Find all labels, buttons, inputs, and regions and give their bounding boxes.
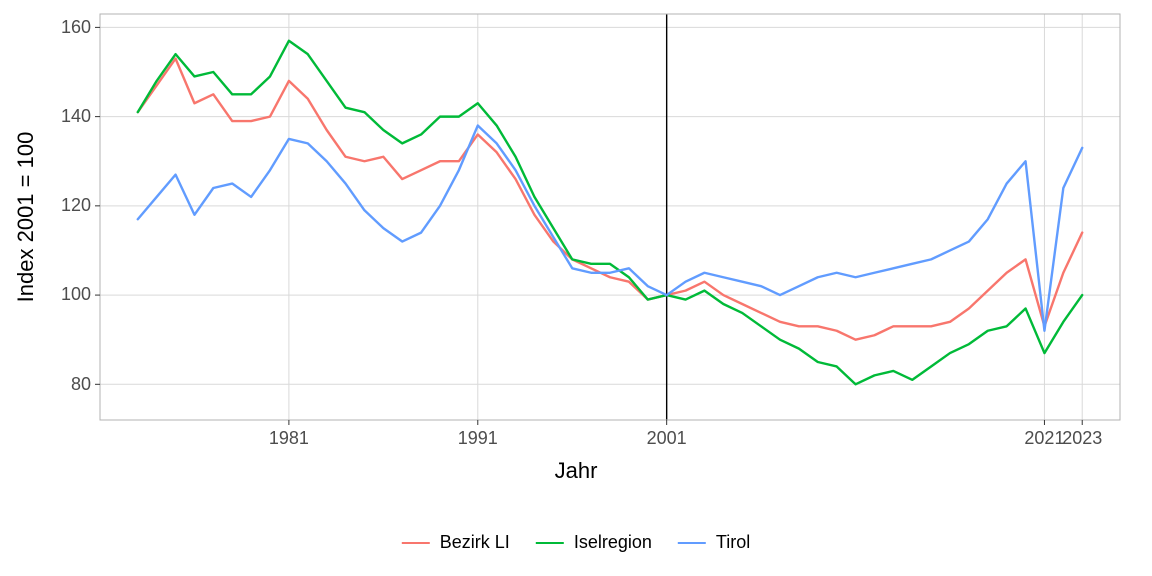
y-tick-label: 120 [61,195,91,216]
legend-swatch [536,542,564,544]
legend-item: Tirol [678,532,750,553]
y-axis-title: Index 2001 = 100 [13,132,39,303]
x-tick-label: 2021 [1024,428,1064,449]
legend-label: Iselregion [574,532,652,553]
y-tick-label: 160 [61,17,91,38]
y-tick-label: 140 [61,106,91,127]
y-tick-label: 80 [71,374,91,395]
legend-item: Iselregion [536,532,652,553]
x-tick-label: 1991 [458,428,498,449]
x-tick-label: 2023 [1062,428,1102,449]
legend: Bezirk LI Iselregion Tirol [402,532,750,553]
legend-label: Bezirk LI [440,532,510,553]
y-tick-label: 100 [61,284,91,305]
legend-item: Bezirk LI [402,532,510,553]
legend-swatch [402,542,430,544]
legend-label: Tirol [716,532,750,553]
legend-swatch [678,542,706,544]
chart-svg [0,0,1152,576]
line-chart: Index 2001 = 100 Jahr Bezirk LI Iselregio… [0,0,1152,576]
x-axis-title: Jahr [555,458,598,484]
x-tick-label: 2001 [647,428,687,449]
x-tick-label: 1981 [269,428,309,449]
